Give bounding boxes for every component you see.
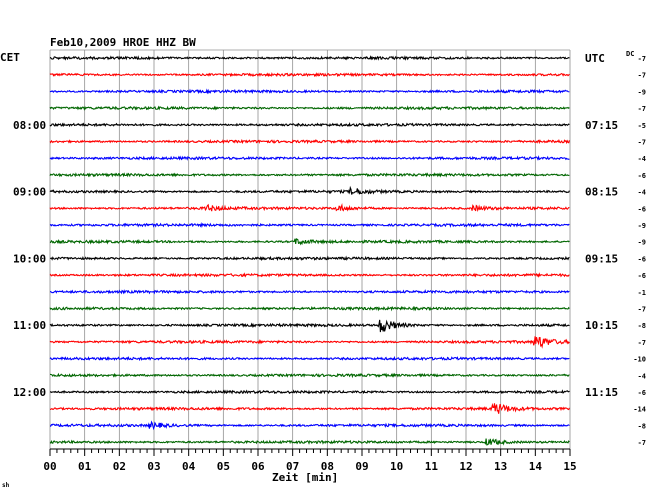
trace-line — [49, 305, 570, 312]
right-hour-label: 09:15 — [585, 252, 618, 265]
x-tick-label: 14 — [529, 460, 543, 473]
trace-line — [49, 255, 570, 262]
x-tick-label: 02 — [113, 460, 126, 473]
x-tick-label: 00 — [43, 460, 56, 473]
dc-offset-label: -6 — [638, 389, 646, 397]
trace-line — [49, 172, 570, 178]
left-hour-label: 12:00 — [13, 386, 46, 399]
x-tick-label: 13 — [494, 460, 507, 473]
trace-line — [49, 402, 570, 414]
trace-line — [49, 105, 570, 111]
dc-offset-label: -4 — [638, 155, 646, 163]
trace-line — [49, 155, 570, 161]
dc-offset-label: -6 — [638, 205, 646, 213]
x-tick-label: 06 — [251, 460, 265, 473]
trace-labels: 08:00 09:00 10:00 11:00 12:00 UTC 07:15 08:15 09… — [13, 52, 646, 447]
trace-line — [49, 272, 570, 278]
dc-offset-label: -9 — [638, 222, 646, 230]
left-hour-label: 08:00 — [13, 119, 46, 132]
dc-offset-label: -7 — [638, 439, 646, 447]
x-tick-label: 07 — [286, 460, 299, 473]
minute-gridlines — [49, 49, 571, 449]
trace-line — [49, 138, 570, 145]
trace-line — [49, 55, 570, 61]
dc-offset-label: -9 — [638, 88, 646, 96]
left-hour-label: 11:00 — [13, 319, 46, 332]
dc-offset-label: -7 — [638, 306, 646, 314]
trace-line — [49, 121, 570, 128]
dc-offset-label: -8 — [638, 322, 646, 330]
right-hour-label: 10:15 — [585, 319, 618, 332]
chart-title: Feb10,2009 HROE HHZ BW — [50, 36, 196, 49]
x-tick-label: 03 — [147, 460, 160, 473]
x-tick-label: 10 — [390, 460, 403, 473]
trace-line — [49, 438, 570, 446]
right-hour-label: 07:15 — [585, 119, 618, 132]
trace-line — [49, 72, 570, 78]
x-tick-label: 12 — [459, 460, 472, 473]
footer-mark: sh — [2, 482, 10, 489]
left-hour-label: 10:00 — [13, 252, 46, 265]
trace-line — [49, 221, 570, 229]
dc-offset-label: -7 — [638, 339, 646, 347]
dc-offset-label: -14 — [633, 406, 646, 414]
trace-line — [49, 203, 570, 212]
x-tick-label: 11 — [425, 460, 439, 473]
x-tick-label: 05 — [217, 460, 230, 473]
dc-offset-label: -6 — [638, 272, 646, 280]
dc-offset-label: -10 — [633, 356, 646, 364]
right-hour-label: UTC — [585, 52, 605, 65]
dc-offset-label: -6 — [638, 172, 646, 180]
trace-line — [50, 289, 570, 295]
trace-line — [49, 336, 570, 349]
x-tick-label: 09 — [355, 460, 368, 473]
trace-line — [49, 389, 570, 395]
dc-offset-label: -9 — [638, 239, 646, 247]
dc-offset-label: -6 — [638, 255, 646, 263]
trace-line — [49, 372, 570, 379]
right-hour-label: 08:15 — [585, 186, 618, 199]
x-tick-label: 08 — [321, 460, 334, 473]
left-timezone-label: CET — [0, 51, 20, 64]
trace-line — [49, 319, 570, 333]
dc-offset-label: -1 — [638, 289, 646, 297]
x-axis-label: Zeit [min] — [272, 471, 338, 484]
dc-offset-label: -7 — [638, 139, 646, 147]
dc-offset-label: -7 — [638, 105, 646, 113]
dc-header-label: DC — [626, 50, 634, 58]
trace-line — [49, 420, 570, 431]
dc-offset-label: -8 — [638, 422, 646, 430]
time-axis: 00 01 02 03 04 05 06 07 08 09 10 11 12 13 14 15 — [43, 448, 577, 473]
dc-offset-label: -7 — [638, 55, 646, 63]
trace-line — [49, 238, 570, 246]
right-hour-label: 11:15 — [585, 386, 618, 399]
trace-line — [49, 88, 570, 95]
trace-line — [49, 355, 570, 362]
x-tick-label: 04 — [182, 460, 196, 473]
dc-offset-label: -4 — [638, 189, 646, 197]
seismic-traces — [49, 55, 570, 446]
x-tick-label: 01 — [78, 460, 92, 473]
left-hour-label: 09:00 — [13, 186, 46, 199]
trace-line — [49, 185, 570, 195]
dc-offset-label: -5 — [638, 122, 646, 130]
x-tick-label: 15 — [563, 460, 576, 473]
dc-offset-label: -4 — [638, 372, 646, 380]
dc-offset-label: -7 — [638, 72, 646, 80]
